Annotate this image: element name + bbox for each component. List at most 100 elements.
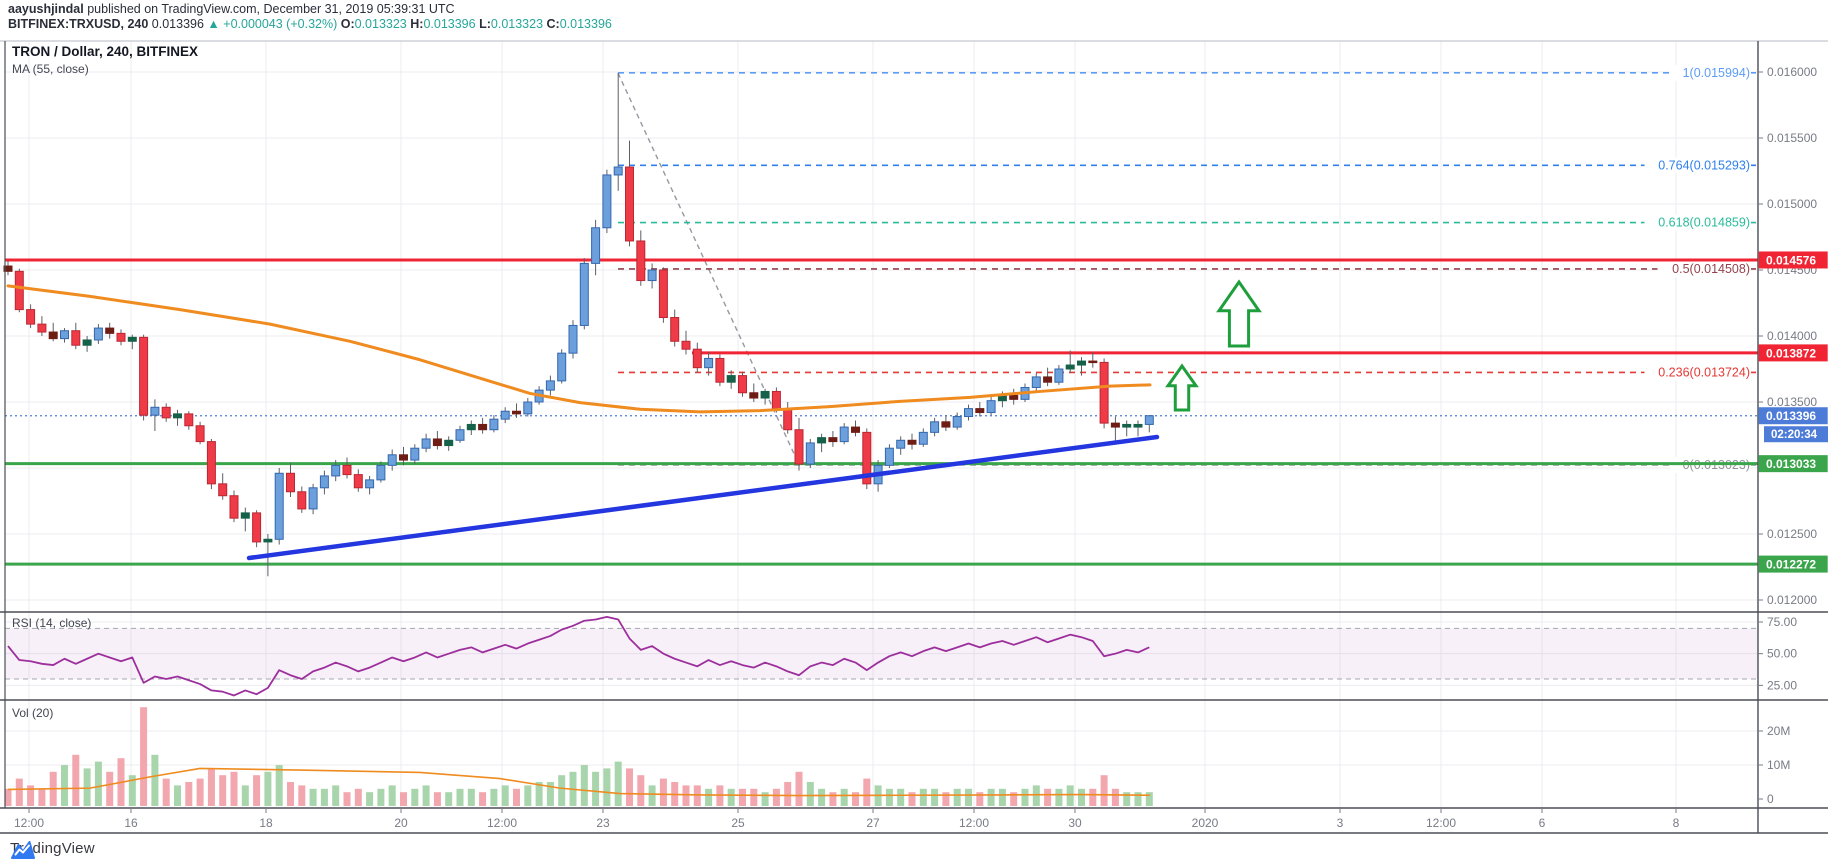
candle-body xyxy=(105,327,115,334)
volume-bar xyxy=(908,792,916,806)
volume-bar xyxy=(332,785,340,806)
candle-body xyxy=(512,410,521,415)
volume-bar xyxy=(558,775,566,806)
volume-bar xyxy=(546,782,554,806)
open-value: 0.013323 xyxy=(354,17,407,31)
candle-body xyxy=(387,454,397,466)
candle-body xyxy=(704,357,714,369)
time-tick-label: 30 xyxy=(1068,816,1082,830)
candle-body xyxy=(964,408,973,418)
candle-body xyxy=(399,454,408,461)
volume-bar xyxy=(400,792,407,806)
candle-body xyxy=(127,336,137,342)
tradingview-logo-icon xyxy=(11,841,35,859)
volume-bar xyxy=(230,771,238,806)
up-arrow-annotation xyxy=(1165,363,1199,412)
volume-bar xyxy=(354,788,362,806)
candle-body xyxy=(297,491,307,510)
candle-body xyxy=(93,327,103,341)
rsi-tick-label: 75.00 xyxy=(1767,615,1797,629)
volume-bar xyxy=(456,788,464,806)
candle-body xyxy=(432,438,442,447)
ma55-line xyxy=(6,284,1152,414)
price-badge: 0.013033 xyxy=(1766,457,1816,471)
candle-body xyxy=(218,483,228,497)
price-change: ▲ +0.000043 (+0.32%) xyxy=(207,17,338,31)
price-tick-label: 0.013500 xyxy=(1767,395,1817,409)
volume-bar xyxy=(965,788,972,806)
volume-bar xyxy=(524,785,532,806)
volume-bar xyxy=(467,788,475,806)
candle-body xyxy=(1043,376,1053,383)
price-badge-bg xyxy=(1758,555,1828,573)
time-tick-label: 12:00 xyxy=(14,816,44,830)
symbol-line: BITFINEX:TRXUSD, 240 0.013396 ▲ +0.00004… xyxy=(8,17,612,32)
price-badge: 0.013872 xyxy=(1766,346,1816,360)
candle-body xyxy=(173,413,182,419)
price-badge-bg xyxy=(1758,344,1828,362)
candle-body xyxy=(817,437,827,444)
candle-body xyxy=(918,431,928,445)
volume-bar xyxy=(61,765,68,806)
volume-bar xyxy=(942,792,950,806)
candle-body xyxy=(625,166,634,242)
volume-bar xyxy=(128,775,136,806)
volume-bar xyxy=(1032,785,1040,806)
candle-body xyxy=(195,425,205,443)
high-label: H: xyxy=(410,17,424,31)
candle-body xyxy=(1122,423,1132,428)
volume-bar xyxy=(592,771,600,806)
countdown-badge: 02:20:34 xyxy=(1771,429,1818,441)
volume-bar xyxy=(106,771,114,806)
candle-body xyxy=(862,431,872,485)
volume-bar xyxy=(38,788,46,806)
volume-bar xyxy=(739,788,746,806)
fib-level-label: 0.764(0.015293) xyxy=(1658,158,1750,172)
rsi-band xyxy=(5,628,1758,680)
fib-level-label: 0.5(0.014508) xyxy=(1672,262,1750,276)
candle-body xyxy=(308,487,318,510)
volume-bar xyxy=(840,788,848,806)
fib-level-label: 1(0.015994) xyxy=(1683,66,1750,80)
volume-bar xyxy=(705,788,713,806)
candle-body xyxy=(421,438,431,449)
price-tick-label: 0.015000 xyxy=(1767,197,1817,211)
fib-label-bg xyxy=(1644,364,1750,381)
candle-body xyxy=(240,512,250,519)
volume-bar xyxy=(366,792,374,806)
volume-ma-line xyxy=(7,767,1151,797)
publish-info: published on TradingView.com, December 3… xyxy=(83,2,455,16)
volume-bar xyxy=(863,778,871,806)
candle-body xyxy=(3,265,13,272)
candle-body xyxy=(1065,364,1075,370)
price-tick-label: 0.012000 xyxy=(1767,593,1817,607)
candle-body xyxy=(975,408,985,414)
candle-body xyxy=(489,418,499,431)
volume-bar xyxy=(513,788,520,806)
support-trendline[interactable] xyxy=(246,434,1160,561)
volume-bar xyxy=(897,788,905,806)
countdown-badge-bg xyxy=(1764,426,1828,443)
close-value: 0.013396 xyxy=(559,17,612,31)
volume-bar xyxy=(219,775,227,806)
candle-body xyxy=(206,441,216,485)
volume-bar xyxy=(1111,788,1119,806)
volume-bar xyxy=(637,775,645,806)
candle-body xyxy=(274,472,284,540)
candle-body xyxy=(726,375,736,383)
volume-bar xyxy=(931,788,939,806)
candle-body xyxy=(658,269,668,319)
volume-bar xyxy=(388,785,396,806)
volume-bar xyxy=(1055,788,1063,806)
candle-body xyxy=(82,339,92,346)
candle-body xyxy=(161,406,171,419)
candle-body xyxy=(579,262,589,326)
candle-body xyxy=(771,390,781,410)
candle-body xyxy=(1054,368,1064,383)
volume-bar xyxy=(241,785,249,806)
volume-bar xyxy=(94,761,102,806)
volume-bar xyxy=(885,788,893,806)
volume-bar xyxy=(1100,775,1108,806)
candle-body xyxy=(150,406,160,416)
